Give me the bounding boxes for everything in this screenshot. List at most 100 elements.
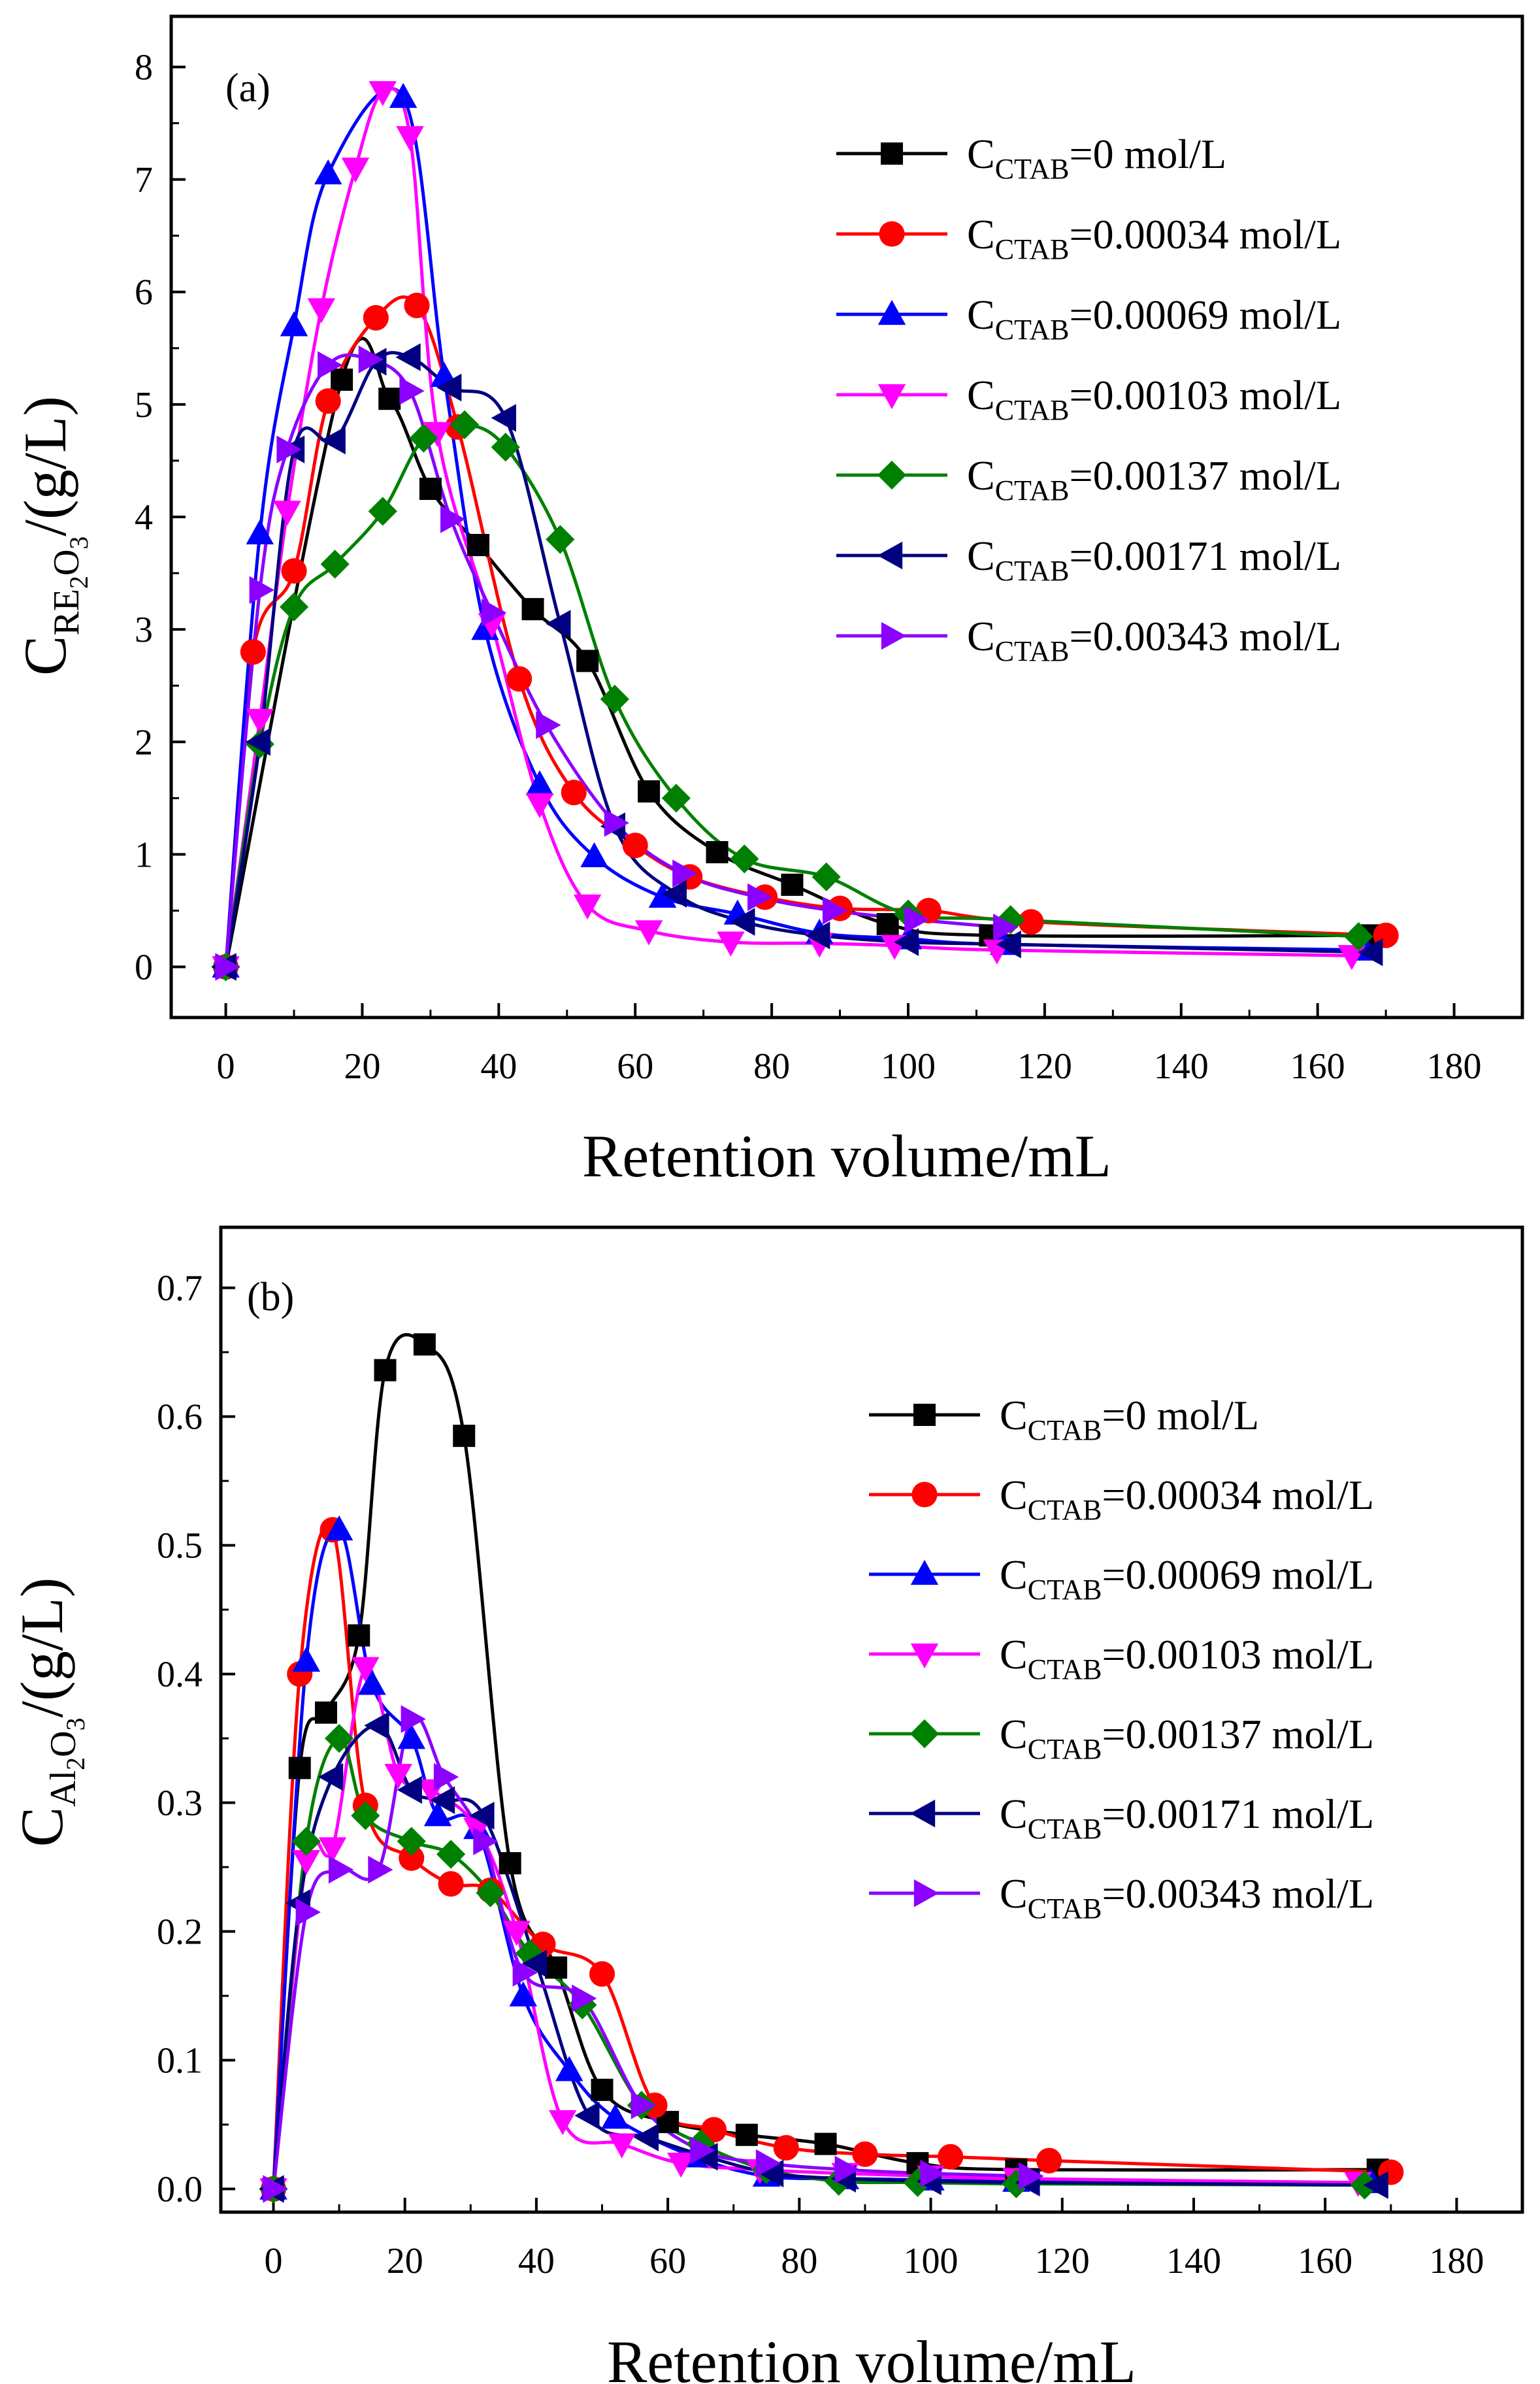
panel-a-data-point (536, 711, 561, 739)
panel-b-y-tick-label: 0.4 (157, 1655, 203, 1695)
panel-b-data-point (555, 2056, 583, 2081)
panel-b-legend-item: CCTAB=0 mol/L (869, 1392, 1259, 1446)
panel-a-legend-item: CCTAB=0 mol/L (836, 131, 1226, 185)
panel-a-data-point (378, 388, 401, 410)
panel-b-legend-marker (913, 1404, 936, 1426)
panel-b-data-point (291, 1827, 321, 1856)
panel-a-y-tick-label: 5 (135, 385, 153, 425)
panel-b-legend-marker (910, 1559, 939, 1585)
panel-a-data-point (672, 859, 698, 887)
panel-a-y-tick-label: 6 (135, 273, 153, 313)
panel-b-data-point (591, 2078, 614, 2101)
panel-b-axes: 0 20 40 60 80 100 120 140 160 180 0.0 0.1 0.2 0.3 0.4 0… (157, 1268, 1484, 2281)
panel-a-x-tick-label: 160 (1290, 1046, 1345, 1087)
panel-b-x-tick-label: 40 (518, 2241, 555, 2281)
panel-b-x-tick-label: 180 (1429, 2241, 1484, 2281)
panel-b-data-point (351, 1801, 380, 1830)
panel-a-plot-frame (169, 14, 1524, 1019)
panel-b-data-point (1363, 2171, 1388, 2199)
panel-b-label: (b) (247, 1275, 294, 1319)
panel-b-legend-marker (910, 1643, 939, 1669)
panel-a-data-point (805, 921, 830, 950)
panel-a-y-tick-label: 7 (135, 160, 153, 201)
panel-a-data-point (993, 914, 1019, 942)
panel-a-markers (211, 81, 1399, 982)
panel-b-data-point (814, 2132, 837, 2155)
panel-b-data-point (920, 2159, 945, 2188)
panel-a-data-point (521, 598, 544, 621)
panel-a-data-point (436, 373, 462, 402)
panel-a-data-point (706, 840, 729, 863)
panel-b-legend-label: CCTAB=0.00171 mol/L (1000, 1791, 1374, 1845)
panel-a-data-point (246, 708, 274, 734)
panel-a-data-point (404, 292, 430, 318)
panel-a-data-point (648, 882, 677, 908)
panel-b-legend-item: CCTAB=0.00034 mol/L (869, 1472, 1374, 1526)
panel-b-data-point (700, 2117, 727, 2143)
panel-a-data-point (281, 558, 307, 584)
panel-b-chart: 0 20 40 60 80 100 120 140 160 180 0.0 0.1 0.2 0.3 0.4 0… (8, 1225, 1524, 2384)
panel-a-x-tick-label: 40 (480, 1046, 517, 1087)
panel-a-data-point (341, 157, 370, 183)
panel-b-data-point (548, 2110, 577, 2136)
panel-b-y-tick-label: 0.6 (157, 1397, 203, 1438)
panel-a-legend-item: CCTAB=0.00171 mol/L (836, 533, 1341, 587)
panel-a-data-point (450, 410, 480, 439)
panel-a-data-point (580, 842, 608, 867)
panel-b-data-point (938, 2144, 964, 2170)
panel-b-data-point (318, 1763, 344, 1791)
panel-a-legend-item: CCTAB=0.00343 mol/L (836, 613, 1341, 667)
panel-b-data-point (318, 1837, 347, 1862)
panel-a-data-point (661, 784, 691, 813)
panel-b-data-point (633, 2123, 659, 2151)
panel-a-data-point (1018, 909, 1044, 935)
panel-b-legend-item: CCTAB=0.00137 mol/L (869, 1711, 1374, 1765)
panel-a-data-point (573, 894, 602, 919)
panel-b-data-point (295, 1898, 321, 1927)
panel-a-data-point (1344, 921, 1373, 952)
panel-b-data-point (574, 2102, 600, 2130)
panel-b-x-axis-label: Retention volume/mL (607, 2328, 1136, 2384)
panel-a-x-tick-label: 100 (881, 1046, 936, 1087)
panel-b-y-tick-label: 0.2 (157, 1912, 203, 1953)
panel-b-data-point (509, 1981, 538, 2007)
panel-a-legend: CCTAB=0 mol/L CCTAB=0.00034 mol/L CCTAB=0.… (836, 131, 1341, 667)
panel-b-data-point (473, 1827, 499, 1855)
panel-b-data-point (758, 2159, 784, 2188)
panel-b-data-point (397, 1723, 426, 1749)
panel-a-data-point (604, 808, 629, 837)
panel-b-legend-label: CCTAB=0.00343 mol/L (1000, 1870, 1374, 1925)
panel-a-legend-marker (877, 299, 906, 325)
panel-b-data-point (314, 1701, 337, 1724)
panel-b-legend-item: CCTAB=0.00171 mol/L (869, 1791, 1374, 1845)
panel-b-x-tick-label: 140 (1166, 2241, 1221, 2281)
panel-b-data-point (438, 1871, 464, 1897)
panel-a-data-point (276, 435, 302, 463)
panel-a-data-point (781, 873, 804, 896)
panel-a-legend-marker (879, 221, 905, 247)
panel-a-data-point (246, 519, 274, 544)
panel-b-data-point (499, 1852, 521, 1875)
panel-a-legend-marker (881, 142, 903, 165)
panel-a-legend-label: CCTAB=0 mol/L (967, 131, 1226, 185)
panel-b-data-point (589, 1961, 615, 1987)
panel-a-data-point (389, 82, 418, 108)
panel-a-data-point (409, 423, 438, 453)
panel-b-data-point (666, 2152, 695, 2178)
panel-b-data-point (834, 2155, 860, 2184)
panel-a-data-point (315, 388, 341, 414)
panel-a-x-tick-label: 60 (617, 1046, 653, 1087)
panel-a-data-point (240, 639, 266, 665)
panel-a-data-point (215, 953, 240, 981)
panel-b-data-point (1036, 2147, 1062, 2174)
panel-b-x-tick-label: 80 (781, 2241, 817, 2281)
panel-a-data-point (331, 368, 353, 391)
panel-a-data-point (369, 81, 397, 107)
panel-b-y-tick-label: 0.0 (157, 2170, 203, 2210)
panel-b-legend-marker (911, 1482, 938, 1508)
panel-a-data-point (525, 793, 554, 819)
panel-b-data-point (429, 1786, 455, 1814)
panel-a-legend-label: CCTAB=0.00069 mol/L (967, 291, 1341, 346)
panel-a-axes: 0 20 40 60 80 100 120 140 160 180 0 1 2 3 4 5 6 7 8 (135, 47, 1482, 1087)
panel-b-data-point (433, 1763, 459, 1791)
